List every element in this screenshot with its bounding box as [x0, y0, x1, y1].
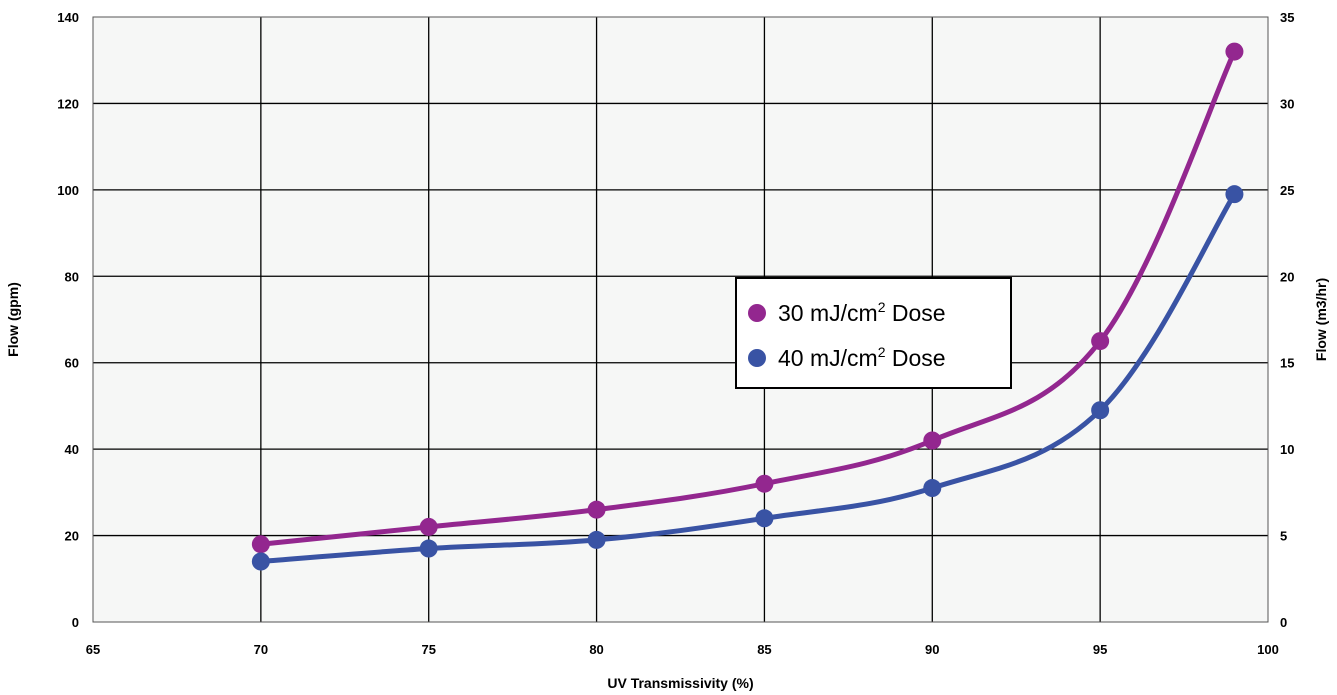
- series-0-point-90: [923, 431, 942, 450]
- y-tick-label: 0: [72, 615, 79, 630]
- y2-tick-label: 10: [1280, 442, 1294, 457]
- grid-lines: [93, 17, 1268, 622]
- series-0-point-80: [587, 500, 606, 519]
- y-tick-label: 40: [65, 442, 79, 457]
- y-tick-label: 60: [65, 356, 79, 371]
- series-0-point-75: [419, 517, 438, 536]
- series-1-point-70: [251, 552, 270, 571]
- x-tick-label: 90: [925, 642, 939, 657]
- y2-tick-label: 5: [1280, 529, 1287, 544]
- x-tick-label: 70: [254, 642, 268, 657]
- y2-axis-ticks: 0 5 10 15 20 25 30 35: [1280, 10, 1294, 630]
- y-tick-label: 140: [57, 10, 79, 25]
- series-1-point-75: [419, 539, 438, 558]
- series-0-point-70: [251, 535, 270, 554]
- x-tick-label: 75: [421, 642, 435, 657]
- y-tick-label: 120: [57, 96, 79, 111]
- x-axis-ticks: 65 70 75 80 85 90 95 100: [86, 642, 1279, 657]
- x-tick-label: 80: [589, 642, 603, 657]
- y-tick-label: 80: [65, 269, 79, 284]
- legend-label-40-dose: 40 mJ/cm2 Dose: [778, 344, 946, 371]
- series-1-point-95: [1091, 401, 1110, 420]
- series-0-point-95: [1091, 332, 1110, 351]
- y2-tick-label: 15: [1280, 356, 1294, 371]
- legend-label-40-prefix: 40 mJ/cm: [778, 345, 878, 371]
- x-tick-label: 95: [1093, 642, 1107, 657]
- y-axis-ticks: 0 20 40 60 80 100 120 140: [57, 10, 79, 630]
- legend-label-40-suffix: Dose: [885, 345, 945, 371]
- legend-label-30-suffix: Dose: [885, 300, 945, 326]
- legend-box: [735, 277, 1012, 389]
- legend-label-30-dose: 30 mJ/cm2 Dose: [778, 299, 946, 326]
- series-0-point-99: [1225, 42, 1244, 61]
- y2-tick-label: 30: [1280, 96, 1294, 111]
- x-axis-title: UV Transmissivity (%): [607, 675, 753, 691]
- x-tick-label: 65: [86, 642, 100, 657]
- plot-area: [93, 17, 1268, 622]
- y2-tick-label: 35: [1280, 10, 1294, 25]
- legend-label-40-sup: 2: [878, 344, 886, 360]
- legend-swatch-30-dose: [748, 304, 766, 322]
- legend: 30 mJ/cm2 Dose 40 mJ/cm2 Dose: [735, 277, 1012, 389]
- y2-tick-label: 20: [1280, 269, 1294, 284]
- series-1-point-90: [923, 479, 942, 498]
- legend-swatch-40-dose: [748, 349, 766, 367]
- series-group: [251, 42, 1244, 571]
- y-axis-title: Flow (gpm): [5, 282, 21, 357]
- y2-tick-label: 0: [1280, 615, 1287, 630]
- legend-label-30-sup: 2: [878, 299, 886, 315]
- series-1-point-85: [755, 509, 774, 528]
- y2-axis-title: Flow (m3/hr): [1313, 278, 1329, 361]
- series-0-point-85: [755, 474, 774, 493]
- series-1-point-80: [587, 530, 606, 549]
- y2-tick-label: 25: [1280, 183, 1294, 198]
- x-tick-label: 85: [757, 642, 771, 657]
- series-1-point-99: [1225, 185, 1244, 204]
- plot-frame: [92, 16, 1269, 623]
- x-tick-label: 100: [1257, 642, 1279, 657]
- y-tick-label: 20: [65, 529, 79, 544]
- y-tick-label: 100: [57, 183, 79, 198]
- legend-label-30-prefix: 30 mJ/cm: [778, 300, 878, 326]
